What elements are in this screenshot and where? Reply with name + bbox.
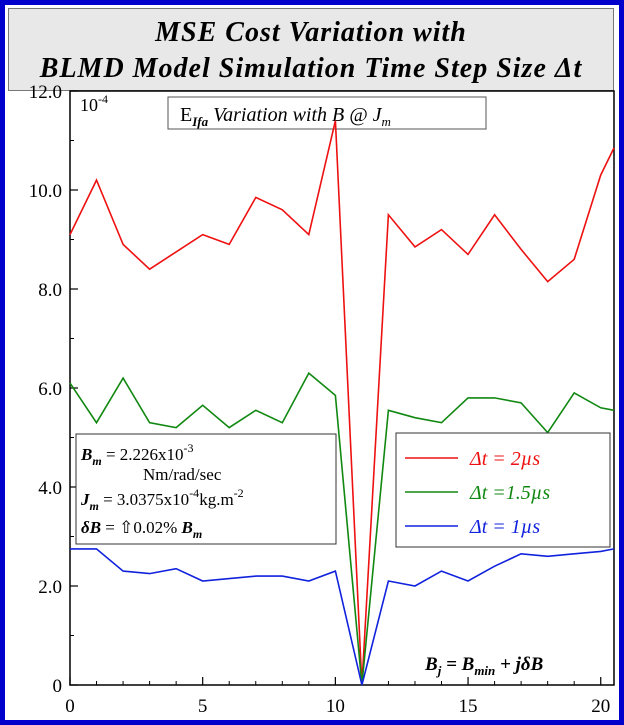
y-tick-label: 10.0	[29, 181, 62, 202]
inset-title: EIfa Variation with B @ Jm	[180, 104, 391, 129]
plot-area	[69, 90, 615, 686]
legend-box	[395, 432, 611, 548]
legend-label: Δt = 1µs	[469, 516, 540, 538]
y-tick-label: 6.0	[38, 379, 62, 400]
x-tick-label: 5	[198, 696, 208, 717]
legend: Δt = 2µs Δt =1.5µs Δt = 1µs	[405, 448, 550, 538]
legend-label: Δt =1.5µs	[469, 482, 550, 504]
chart-title-line2: BLMD Model Simulation Time Step Size Δt	[39, 53, 583, 84]
formula: Bj = Bmin + jδB	[424, 654, 543, 678]
y-tick-label: 0	[53, 676, 63, 697]
x-tick-label: 0	[65, 696, 75, 717]
y-scale-label: 10-4	[80, 92, 108, 115]
x-tick-label: 20	[591, 696, 610, 717]
param-units: Nm/rad/sec	[143, 465, 222, 484]
x-tick-label: 10	[326, 696, 345, 717]
x-tick-label: 15	[459, 696, 478, 717]
x-axis: 0 5 10 15 20	[65, 677, 610, 717]
legend-label: Δt = 2µs	[469, 448, 540, 470]
series-line-3	[70, 548, 615, 686]
param-bm: Bm = 2.226x10-3	[80, 441, 194, 468]
chart-title-line1: MSE Cost Variation with	[155, 17, 467, 48]
series-line-2	[69, 371, 615, 686]
y-tick-label: 2.0	[38, 577, 62, 598]
series-line-1	[69, 120, 615, 686]
y-tick-label: 12.0	[29, 82, 62, 103]
y-tick-label: 8.0	[38, 280, 62, 301]
y-tick-label: 4.0	[38, 478, 62, 499]
param-db: δB = ⇧0.02% Bm	[81, 518, 202, 541]
series-lines	[69, 120, 615, 686]
param-jm: Jm = 3.0375x10-4kg.m-2	[80, 486, 244, 513]
inset-title-box	[167, 96, 487, 130]
y-axis: 0 2.0 4.0 6.0 8.0 10.0 12.0	[29, 82, 78, 697]
title-box: MSE Cost Variation with BLMD Model Simul…	[8, 8, 614, 91]
params-box	[75, 433, 337, 545]
